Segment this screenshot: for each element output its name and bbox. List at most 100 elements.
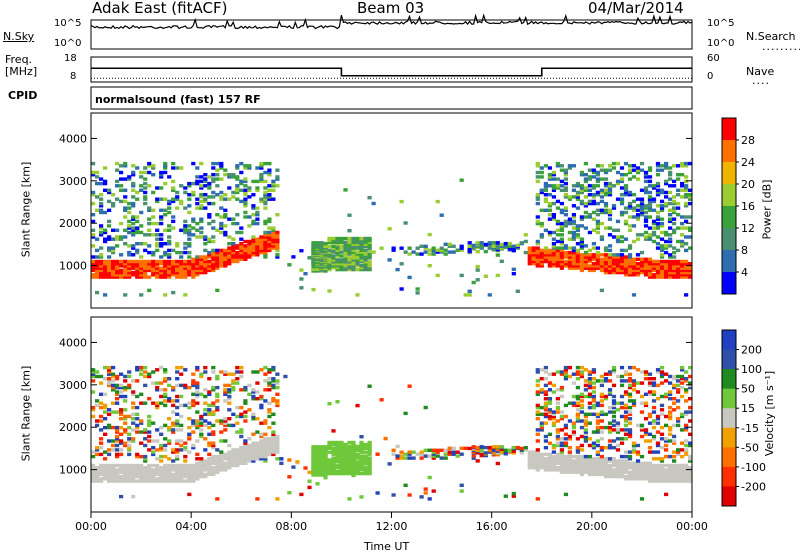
power-cell <box>355 242 360 246</box>
power-cell <box>167 268 172 273</box>
velocity-cell <box>203 474 208 479</box>
power-cell <box>623 264 629 268</box>
velocity-cell <box>163 394 168 399</box>
power-cell <box>203 255 208 259</box>
velocity-cell <box>467 446 472 451</box>
power-cell <box>539 264 544 268</box>
velocity-cell <box>131 412 136 416</box>
velocity-cell <box>587 459 593 463</box>
power-cell <box>223 257 228 261</box>
velocity-cell <box>339 442 344 447</box>
velocity-cell <box>191 430 196 434</box>
power-cell <box>407 252 412 256</box>
power-cell <box>147 259 152 264</box>
velocity-cell <box>119 463 124 468</box>
power-cell <box>343 267 348 272</box>
velocity-cell <box>603 379 609 383</box>
power-cell <box>623 266 629 270</box>
velocity-cell <box>327 442 332 447</box>
power-cell <box>219 221 224 226</box>
power-cell <box>167 275 172 279</box>
velocity-cell <box>179 472 184 477</box>
velocity-cell <box>619 437 625 441</box>
power-cell <box>651 264 657 268</box>
velocity-cell <box>247 383 252 388</box>
velocity-cell <box>423 405 428 410</box>
velocity-cell <box>127 479 132 483</box>
velocity-cell <box>431 456 436 460</box>
velocity-cell <box>271 385 276 390</box>
velocity-cell <box>271 448 276 452</box>
power-cell <box>219 253 224 257</box>
velocity-cell <box>235 414 240 419</box>
power-cell <box>147 184 152 188</box>
power-cell <box>688 188 693 192</box>
velocity-cell <box>255 381 260 385</box>
power-cell <box>167 242 172 246</box>
velocity-cell <box>563 492 569 497</box>
power-cell <box>527 259 532 264</box>
velocity-cell <box>419 456 424 460</box>
velocity-cell <box>555 459 561 463</box>
power-cell <box>259 197 264 201</box>
velocity-cell <box>587 472 593 477</box>
power-cell <box>635 262 641 266</box>
power-cell <box>676 259 681 264</box>
power-cell <box>235 221 240 226</box>
velocity-cell <box>647 412 653 416</box>
velocity-cell <box>351 448 356 452</box>
power-cell <box>255 246 260 250</box>
power-cell <box>339 236 344 241</box>
power-cell <box>615 266 621 270</box>
velocity-cell <box>219 457 224 461</box>
velocity-cell <box>623 372 629 376</box>
velocity-cell <box>351 468 356 472</box>
velocity-cell <box>607 392 613 396</box>
velocity-cell <box>175 477 180 481</box>
power-cell <box>299 286 304 290</box>
power-cell <box>483 249 488 254</box>
power-cell <box>115 161 120 166</box>
velocity-cell <box>163 403 168 408</box>
power-cell <box>595 246 601 250</box>
velocity-cell <box>567 450 573 454</box>
power-cell <box>567 195 573 199</box>
velocity-cell <box>595 468 601 472</box>
velocity-cell <box>111 401 116 405</box>
power-cell <box>183 219 188 224</box>
velocity-cell <box>171 385 176 390</box>
velocity-cell <box>651 472 657 477</box>
power-cell <box>672 255 677 259</box>
velocity-cell <box>664 439 669 443</box>
velocity-cell <box>207 403 212 408</box>
velocity-cell <box>347 440 352 445</box>
power-cell <box>243 215 248 219</box>
power-cell <box>603 257 609 261</box>
power-cell <box>563 250 569 255</box>
power-cell <box>219 164 224 168</box>
power-cell <box>551 188 557 192</box>
velocity-cell <box>647 466 653 470</box>
power-cell <box>543 248 549 253</box>
velocity-cell <box>599 454 605 459</box>
power-cell <box>355 267 360 272</box>
velocity-cell <box>159 365 164 370</box>
power-cell <box>668 184 673 188</box>
velocity-cell <box>635 459 641 463</box>
velocity-cell <box>680 477 685 481</box>
velocity-cell <box>107 425 112 430</box>
power-cell <box>263 244 268 248</box>
velocity-cell <box>327 464 332 468</box>
power-cell <box>668 237 673 241</box>
velocity-cell <box>163 448 168 452</box>
velocity-cell <box>359 450 364 454</box>
velocity-cell <box>643 468 649 472</box>
power-cell <box>347 250 352 254</box>
velocity-cell <box>143 470 148 474</box>
power-cell <box>688 246 693 250</box>
power-cell <box>183 270 188 275</box>
velocity-cell <box>551 383 557 388</box>
velocity-cell <box>167 428 172 432</box>
velocity-cell <box>655 474 661 479</box>
